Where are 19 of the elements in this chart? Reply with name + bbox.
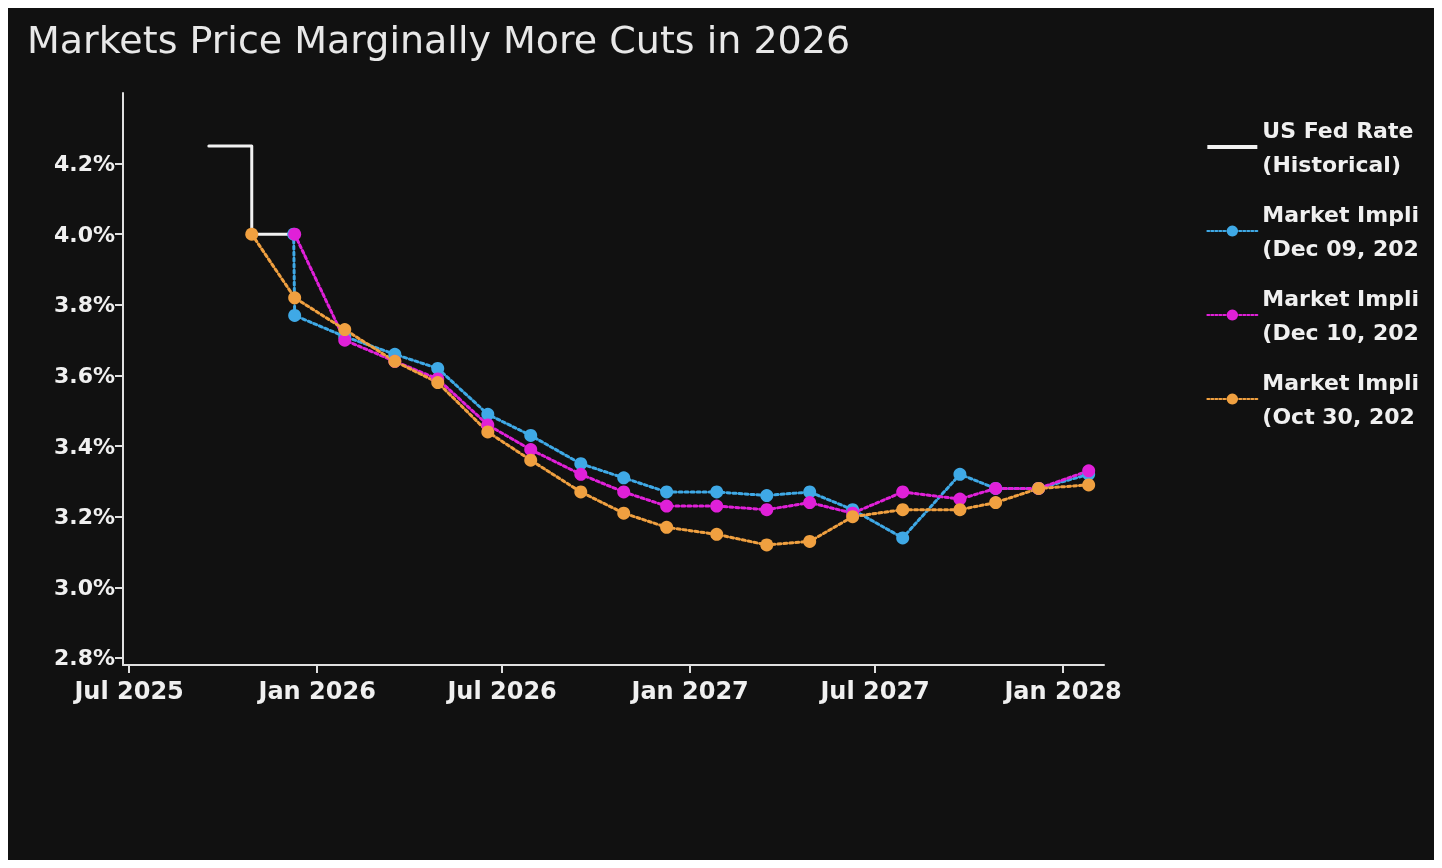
y-tick-label: 3.2% <box>53 504 115 530</box>
x-tick-label: Jul 2026 <box>445 677 557 705</box>
y-tick-label: 3.0% <box>53 574 115 600</box>
y-tick-label: 3.6% <box>53 362 115 388</box>
y-tick-label: 4.0% <box>53 221 115 247</box>
chart-title: Markets Price Marginally More Cuts in 2026 <box>27 18 851 62</box>
x-tick-label: Jul 2025 <box>72 677 184 705</box>
legend-label: Market Impli (Dec 09, 202 <box>1262 201 1420 261</box>
legend-label: Market Impli (Oct 30, 202 <box>1262 369 1420 429</box>
x-tick-label: Jan 2027 <box>629 677 749 705</box>
y-tick-label: 3.4% <box>53 433 115 459</box>
legend-label: US Fed Rate (Historical) <box>1262 117 1414 177</box>
x-tick-label: Jan 2028 <box>1002 677 1122 705</box>
legend-label: Market Impli (Dec 10, 202 <box>1262 285 1420 345</box>
x-tick-label: Jul 2027 <box>818 677 930 705</box>
y-tick-label: 4.2% <box>53 151 115 177</box>
y-tick-label: 3.8% <box>53 292 115 318</box>
y-tick-label: 2.8% <box>53 645 115 671</box>
x-tick-label: Jan 2026 <box>256 677 376 705</box>
